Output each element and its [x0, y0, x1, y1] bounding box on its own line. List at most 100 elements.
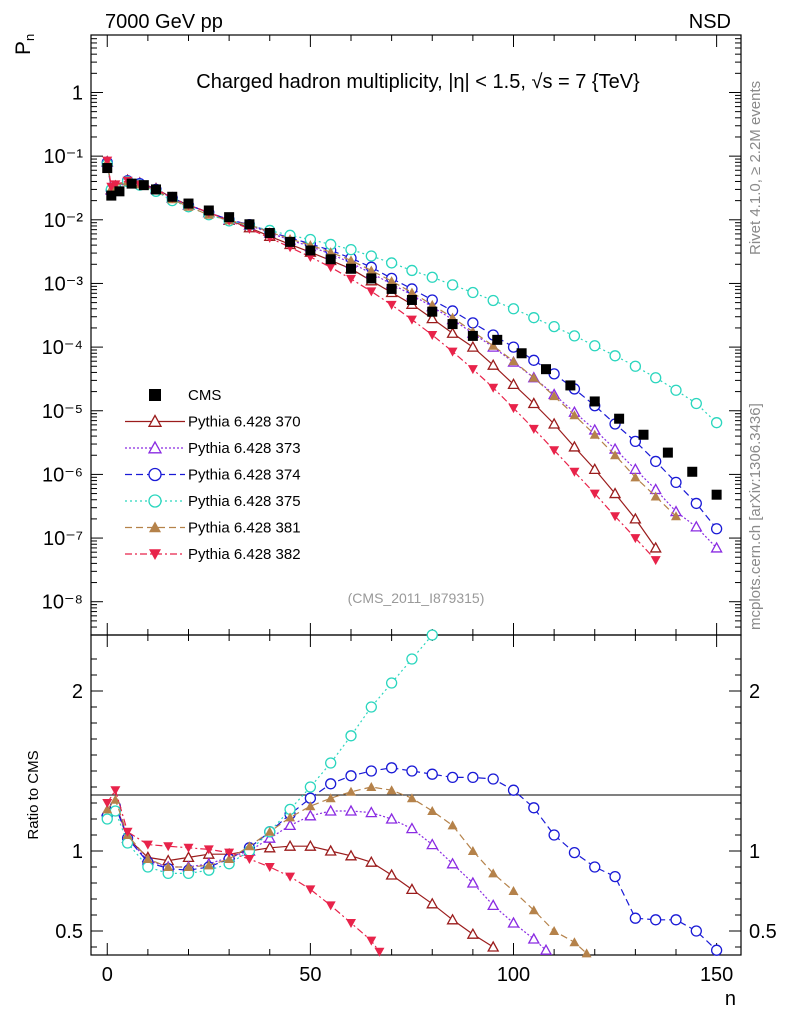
ratio-point-p382	[305, 885, 316, 895]
main-point-CMS	[492, 334, 503, 345]
main-point-p375	[589, 340, 601, 352]
main-point-p382	[610, 512, 621, 522]
ratio-point-p381	[447, 820, 458, 830]
main-point-p370	[608, 487, 622, 499]
ratio-point-p373	[539, 943, 553, 955]
main-point-p382	[589, 489, 600, 499]
ratio-point-p381	[224, 854, 235, 863]
ratio-point-p374	[629, 912, 642, 924]
main-point-p375	[710, 417, 723, 429]
ratio-point-p381	[102, 804, 113, 814]
ratio-point-p373	[324, 804, 337, 816]
main-point-p375	[629, 360, 642, 372]
main-point-p382	[386, 300, 397, 310]
ratio-point-p374	[528, 802, 540, 814]
analysis-tag: (CMS_2011_I879315)	[348, 590, 485, 606]
ratio-line-p382	[106, 788, 380, 953]
header-left: 7000 GeV pp	[105, 11, 223, 33]
main-point-p381	[610, 450, 621, 460]
main-point-CMS	[541, 364, 551, 375]
main-line-p373	[106, 162, 718, 549]
legend-label-p374: Pythia 6.428 374	[188, 467, 301, 484]
main-point-p370	[568, 440, 581, 452]
main-y-tick-label: 10⁻⁴	[42, 337, 83, 359]
main-point-p382	[467, 365, 478, 375]
ratio-point-p373	[507, 916, 520, 928]
main-y-tick-label: 1	[72, 82, 83, 104]
ratio-point-p374	[650, 914, 662, 926]
ratio-point-p381	[406, 793, 417, 803]
main-point-p382	[650, 556, 661, 566]
main-point-p381	[589, 429, 600, 439]
ratio-point-p374	[446, 771, 459, 784]
ratio-axis-ticks: 0.5 0.5 1 1 2 2 0 50 100 150	[55, 635, 777, 986]
main-point-p375	[385, 257, 398, 269]
main-point-p374	[650, 455, 662, 468]
main-plot-frame	[90, 34, 742, 636]
ratio-point-p382	[102, 799, 113, 808]
main-point-CMS	[102, 163, 113, 174]
legend: CMS Pythia 6.428 370 Pythia 6.428 373 Pythi…	[125, 387, 301, 563]
main-y-tick-label: 10⁻⁶	[42, 464, 83, 486]
main-point-CMS	[447, 319, 458, 330]
main-point-p370	[507, 378, 520, 389]
main-point-p374	[629, 435, 642, 448]
main-point-CMS	[264, 228, 275, 239]
main-point-CMS	[346, 263, 356, 274]
ratio-point-p370	[283, 839, 297, 851]
ratio-y-label: Ratio to CMS	[25, 750, 42, 839]
main-point-p382	[447, 347, 458, 357]
ratio-series-p382	[102, 786, 385, 957]
legend-label-CMS: CMS	[188, 387, 221, 404]
ratio-point-p381	[183, 862, 194, 871]
main-point-p375	[507, 303, 520, 315]
main-point-p375	[548, 320, 560, 333]
ratio-y-tick-label-right: 2	[749, 681, 760, 703]
ratio-point-p382	[366, 936, 377, 946]
main-point-p381	[549, 391, 560, 401]
main-series-CMS	[102, 163, 722, 500]
main-panel: 10⁻⁸ 10⁻⁷ 10⁻⁶ 10⁻⁵ 10⁻⁴ 10⁻³ 10⁻² 10⁻¹ 1 Charge…	[42, 34, 742, 636]
main-point-CMS	[366, 273, 377, 284]
ratio-point-p382	[264, 863, 275, 872]
legend-marker-p373	[147, 440, 163, 454]
ratio-point-p382	[244, 855, 255, 864]
main-point-p381	[488, 340, 499, 350]
ratio-point-p381	[325, 793, 336, 803]
main-point-CMS	[662, 447, 673, 458]
ratio-line-p373	[106, 801, 547, 951]
ratio-y-tick-label-right: 0.5	[749, 921, 777, 943]
ratio-point-p382	[346, 919, 356, 928]
ratio-point-p374	[710, 944, 723, 956]
ratio-point-p374	[670, 914, 682, 926]
main-point-p370	[527, 397, 540, 409]
side-label-rivet: Rivet 4.1.0, ≥ 2.2M events	[747, 81, 764, 255]
main-y-tick-label: 10⁻⁵	[42, 401, 83, 423]
main-point-p374	[467, 317, 479, 329]
main-point-p375	[406, 264, 418, 277]
main-point-CMS	[203, 205, 214, 216]
x-tick-label: 50	[299, 964, 321, 986]
legend-marker-p374	[148, 467, 162, 482]
ratio-point-p381	[346, 786, 356, 796]
ratio-point-p381	[549, 926, 560, 935]
main-point-CMS	[244, 219, 255, 230]
main-point-p373	[629, 463, 642, 475]
main-point-p375	[609, 350, 621, 362]
legend-label-p382: Pythia 6.428 382	[188, 546, 301, 563]
ratio-point-p381	[142, 854, 153, 863]
ratio-point-p381	[244, 841, 255, 851]
ratio-point-p375	[101, 813, 113, 825]
x-axis-label: n	[725, 988, 736, 1010]
ratio-point-p382	[183, 843, 194, 853]
x-tick-label: 0	[102, 964, 113, 986]
ratio-point-p373	[487, 899, 500, 911]
ratio-point-p373	[365, 806, 378, 818]
main-point-p381	[427, 299, 438, 309]
main-point-p382	[366, 287, 377, 297]
ratio-point-p373	[263, 831, 276, 843]
ratio-series-p374	[101, 762, 723, 956]
ratio-point-p374	[609, 870, 621, 883]
ratio-point-p373	[446, 857, 459, 869]
main-point-p373	[690, 520, 703, 532]
